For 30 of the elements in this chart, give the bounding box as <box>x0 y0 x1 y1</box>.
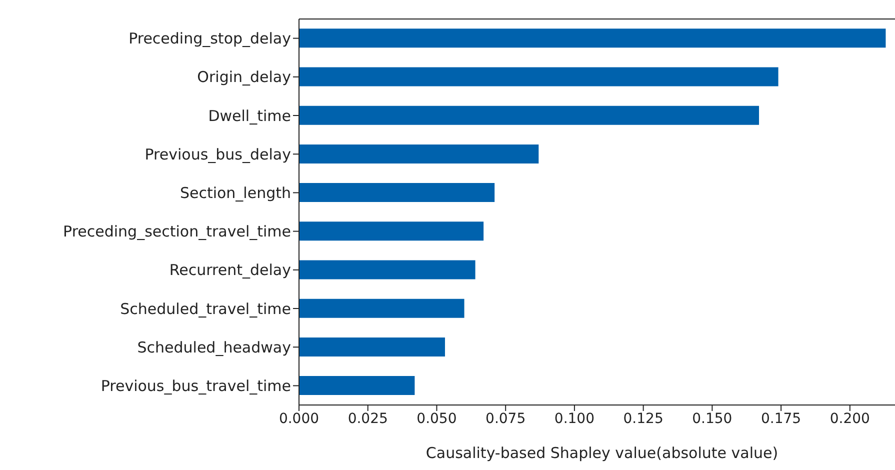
bar <box>299 260 476 280</box>
bar <box>299 28 886 48</box>
x-tick-label: 0.075 <box>486 410 526 427</box>
y-tick-label: Origin_delay <box>197 68 292 86</box>
x-tick-label: 0.100 <box>554 410 594 427</box>
y-tick-label: Scheduled_travel_time <box>120 300 291 318</box>
y-tick-label: Recurrent_delay <box>169 261 292 280</box>
x-tick-label: 0.200 <box>830 410 870 427</box>
x-tick-label: 0.025 <box>348 410 388 427</box>
bar <box>299 183 495 202</box>
y-tick-label: Previous_bus_travel_time <box>100 377 291 396</box>
y-tick-label: Preceding_section_travel_time <box>63 222 291 241</box>
x-tick-label: 0.000 <box>278 410 320 427</box>
x-tick-label: 0.050 <box>416 410 457 427</box>
bar <box>299 337 445 356</box>
x-tick-label: 0.175 <box>761 410 802 427</box>
bar <box>299 67 778 86</box>
y-tick-label: Scheduled_headway <box>137 338 292 356</box>
bar <box>299 144 539 164</box>
bar <box>299 298 464 318</box>
x-axis-title: Causality-based Shapley value(absolute value) <box>426 444 778 462</box>
y-tick-label: Section_length <box>180 184 291 202</box>
y-tick-label: Preceding_stop_delay <box>128 30 292 48</box>
bar <box>299 106 760 125</box>
y-tick-label: Dwell_time <box>208 106 291 125</box>
x-tick-label: 0.150 <box>692 410 732 427</box>
y-tick-label: Previous_bus_delay <box>144 145 292 164</box>
x-tick-label: 0.125 <box>623 410 664 427</box>
bar <box>299 376 415 396</box>
bar <box>299 222 484 241</box>
